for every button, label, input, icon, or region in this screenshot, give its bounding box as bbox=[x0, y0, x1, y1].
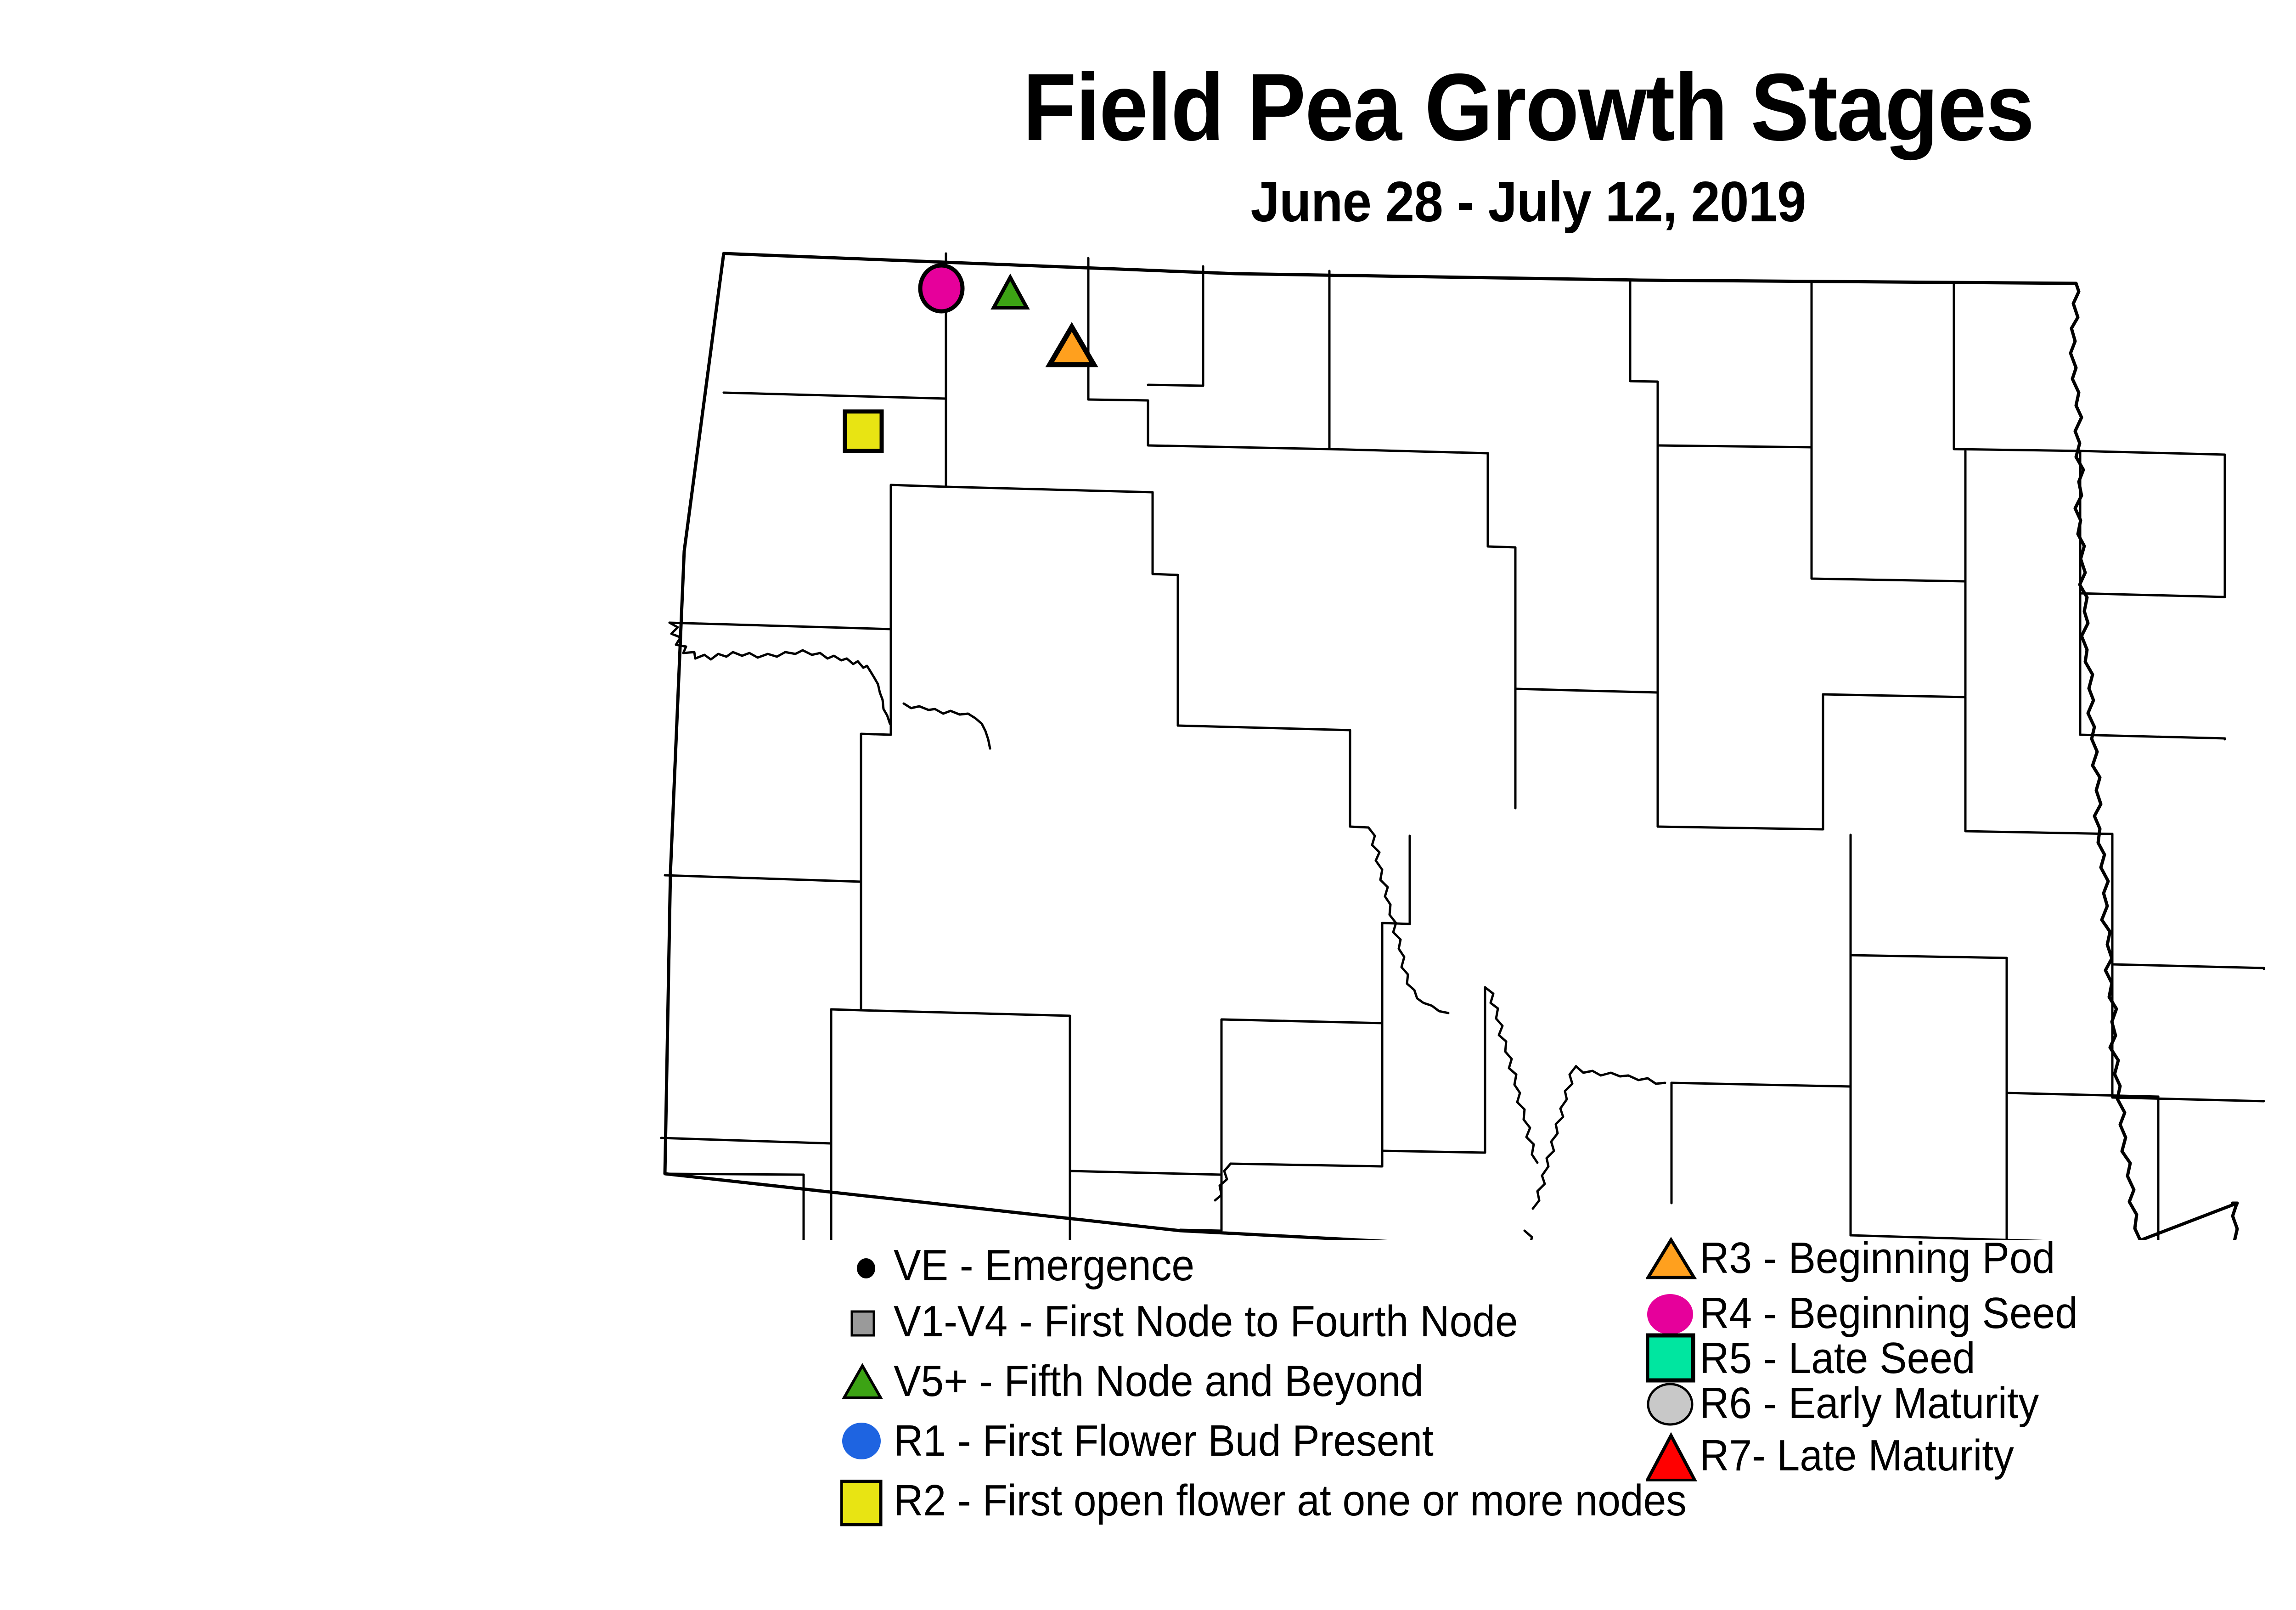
legend-item-r4[interactable]: R4 - Beginning Seed bbox=[1646, 1288, 2106, 1339]
legend-label-v5: V5+ - Fifth Node and Beyond bbox=[894, 1357, 1424, 1406]
legend-label-r2: R2 - First open flower at one or more no… bbox=[894, 1476, 1687, 1525]
r3-marker-icon bbox=[1646, 1233, 1698, 1284]
marker-r4-circle[interactable] bbox=[918, 263, 965, 314]
r5-marker-icon bbox=[1646, 1333, 1698, 1384]
title-block: Field Pea Growth Stages June 28 - July 1… bbox=[0, 60, 2296, 231]
v1-v4-marker-icon bbox=[840, 1296, 892, 1347]
legend-label-r6: R6 - Early Maturity bbox=[1699, 1379, 2039, 1428]
legend-item-v1v4[interactable]: V1-V4 - First Node to Fourth Node bbox=[840, 1296, 1565, 1347]
state-outline bbox=[663, 252, 2239, 1240]
north-dakota-map bbox=[629, 230, 2291, 1240]
legend-item-r7[interactable]: R7- Late Maturity bbox=[1646, 1430, 2037, 1481]
legend-label-ve: VE - Emergence bbox=[894, 1241, 1194, 1290]
ve-marker-icon bbox=[840, 1240, 892, 1291]
marker-r3-triangle[interactable] bbox=[1045, 322, 1098, 367]
legend-label-r7: R7- Late Maturity bbox=[1699, 1431, 2014, 1480]
county-boundaries bbox=[660, 252, 2265, 1240]
marker-v5-triangle[interactable] bbox=[990, 273, 1030, 310]
legend: VE - Emergence V1-V4 - First Node to Fou… bbox=[840, 1236, 2296, 1534]
legend-item-r1[interactable]: R1 - First Flower Bud Present bbox=[840, 1415, 1474, 1467]
legend-label-r5: R5 - Late Seed bbox=[1699, 1334, 1975, 1383]
legend-item-r3[interactable]: R3 - Beginning Pod bbox=[1646, 1233, 2082, 1284]
r1-marker-icon bbox=[840, 1415, 892, 1467]
legend-item-v5[interactable]: V5+ - Fifth Node and Beyond bbox=[840, 1356, 1463, 1407]
legend-label-v1v4: V1-V4 - First Node to Fourth Node bbox=[894, 1297, 1518, 1346]
page-subtitle: June 28 - July 12, 2019 bbox=[1250, 170, 1806, 234]
r2-marker-icon bbox=[840, 1475, 892, 1526]
legend-label-r3: R3 - Beginning Pod bbox=[1699, 1233, 2055, 1283]
marker-r2-square[interactable] bbox=[843, 409, 884, 453]
r6-marker-icon bbox=[1646, 1378, 1698, 1429]
legend-item-ve[interactable]: VE - Emergence bbox=[840, 1240, 1217, 1291]
map-markers bbox=[843, 263, 1098, 453]
v5-marker-icon bbox=[840, 1356, 892, 1407]
map-svg bbox=[660, 252, 2265, 1240]
legend-item-r6[interactable]: R6 - Early Maturity bbox=[1646, 1378, 2065, 1429]
r7-marker-icon bbox=[1646, 1430, 1698, 1481]
legend-item-r5[interactable]: R5 - Late Seed bbox=[1646, 1333, 1996, 1384]
legend-item-r2[interactable]: R2 - First open flower at one or more no… bbox=[840, 1475, 1746, 1526]
legend-label-r4: R4 - Beginning Seed bbox=[1699, 1289, 2078, 1338]
r4-marker-icon bbox=[1646, 1288, 1698, 1339]
page-title: Field Pea Growth Stages bbox=[1023, 54, 2034, 161]
legend-label-r1: R1 - First Flower Bud Present bbox=[894, 1416, 1434, 1465]
